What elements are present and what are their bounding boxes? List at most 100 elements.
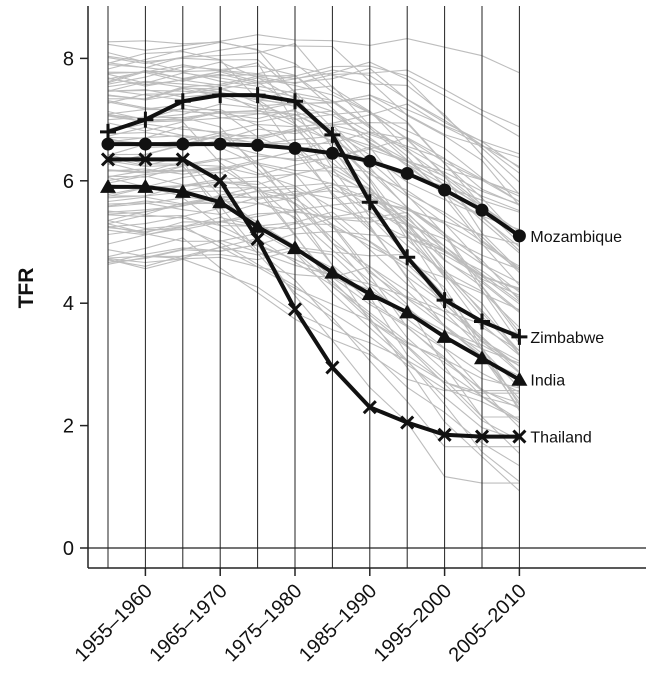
series-zimbabwe — [100, 87, 528, 345]
triangle-marker — [137, 178, 154, 193]
triangle-marker — [100, 178, 116, 193]
x-ticks: 1955–19601965–19701975–19801985–19901995… — [71, 568, 531, 666]
triangle-marker — [212, 194, 229, 209]
background-line — [107, 52, 520, 197]
series-label-zimbabwe: Zimbabwe — [530, 330, 604, 347]
circle-marker — [512, 229, 526, 243]
x-marker — [325, 360, 340, 375]
plus-marker — [436, 292, 453, 309]
x-marker — [175, 152, 190, 167]
background-line — [107, 190, 520, 312]
x-marker — [138, 152, 153, 167]
triangle-marker — [399, 304, 416, 319]
x-marker — [512, 429, 527, 444]
series-labels: Mozambique Zimbabwe India Thailand — [530, 229, 622, 447]
plus-marker — [137, 111, 154, 128]
plus-marker — [100, 123, 116, 140]
background-line — [107, 55, 520, 293]
series-label-india: India — [530, 373, 565, 390]
x-marker — [213, 173, 228, 188]
background-country-lines — [107, 34, 520, 492]
background-line — [107, 124, 520, 273]
plus-marker — [174, 93, 191, 110]
background-line — [107, 85, 520, 286]
plus-marker — [399, 249, 416, 266]
circle-marker — [176, 137, 190, 151]
background-line — [107, 165, 520, 467]
circle-marker — [400, 166, 414, 180]
background-line — [107, 77, 520, 203]
y-tick-label: 4 — [63, 293, 74, 315]
series-mozambique — [101, 137, 526, 243]
plus-marker — [511, 328, 528, 345]
background-line — [107, 160, 520, 448]
background-line — [107, 135, 520, 406]
y-axis-label: TFR — [15, 268, 38, 309]
axes — [87, 6, 646, 569]
plus-marker — [287, 93, 303, 110]
plus-marker — [249, 87, 266, 104]
x-marker — [250, 231, 265, 247]
background-line — [107, 113, 520, 400]
circle-marker — [363, 154, 377, 168]
triangle-marker — [436, 328, 453, 343]
background-line — [107, 77, 520, 159]
x-tick-label: 1955–1960 — [71, 580, 157, 666]
background-line — [107, 181, 520, 483]
background-line — [107, 219, 520, 389]
background-line — [107, 256, 520, 367]
x-marker — [362, 400, 377, 415]
circle-marker — [475, 203, 489, 217]
x-marker — [287, 302, 303, 317]
background-line — [107, 40, 520, 203]
y-tick-label: 6 — [63, 171, 74, 193]
background-line — [107, 34, 520, 74]
background-line — [107, 166, 520, 333]
highlighted-series — [100, 87, 528, 444]
plus-marker — [212, 87, 229, 104]
plus-marker — [324, 126, 341, 143]
background-line — [107, 80, 520, 271]
series-label-mozambique: Mozambique — [530, 229, 622, 246]
background-line — [107, 143, 520, 344]
x-marker — [400, 415, 415, 430]
plus-marker — [474, 313, 490, 330]
x-tick-label: 1985–1990 — [295, 580, 381, 666]
circle-marker — [438, 183, 452, 197]
background-line — [107, 103, 520, 205]
circle-marker — [101, 137, 115, 151]
background-line — [107, 237, 520, 441]
circle-marker — [288, 141, 302, 155]
background-line — [107, 239, 520, 335]
x-tick-label: 2005–2010 — [445, 580, 531, 666]
y-tick-label: 8 — [63, 48, 74, 70]
series-line — [107, 93, 521, 339]
triangle-marker — [511, 371, 528, 386]
triangle-marker — [174, 183, 191, 198]
x-tick-label: 1975–1980 — [220, 580, 306, 666]
circle-marker — [251, 138, 265, 152]
background-line — [107, 197, 520, 367]
y-ticks: 0 2 4 6 8 — [63, 48, 88, 560]
background-line — [107, 69, 520, 174]
triangle-marker — [324, 264, 341, 279]
background-line — [107, 200, 520, 267]
triangle-marker — [474, 350, 490, 365]
circle-marker — [325, 146, 339, 160]
background-line — [107, 157, 520, 289]
background-line — [107, 244, 520, 484]
x-marker — [474, 429, 490, 444]
series-thailand — [100, 152, 527, 444]
background-line — [107, 88, 520, 155]
circle-marker — [213, 137, 227, 151]
series-line — [108, 157, 520, 439]
background-line — [107, 258, 520, 424]
background-line — [107, 126, 520, 393]
x-marker — [437, 427, 452, 442]
x-tick-label: 1995–2000 — [370, 580, 456, 666]
plus-marker — [361, 194, 378, 211]
series-india — [100, 178, 528, 386]
y-tick-label: 2 — [63, 416, 74, 438]
triangle-marker — [287, 240, 303, 255]
